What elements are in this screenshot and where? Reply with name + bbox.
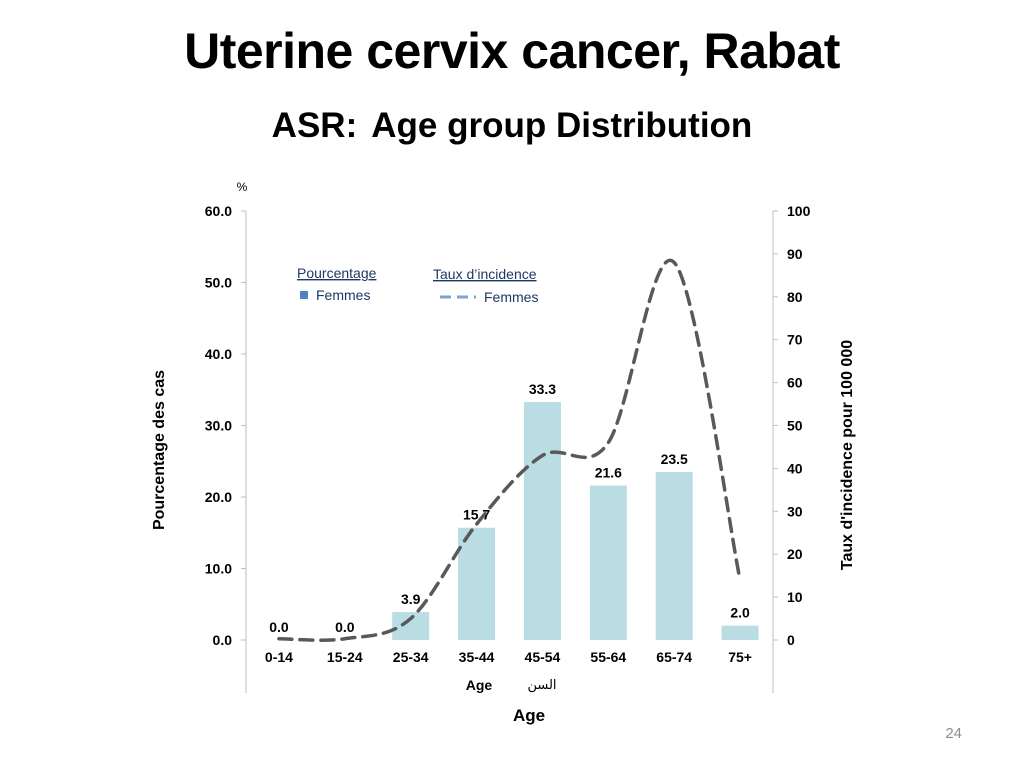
right-tick-label: 20 xyxy=(787,546,803,562)
bar-45-54 xyxy=(523,401,561,640)
bar-35-44 xyxy=(458,527,496,640)
right-tick-label: 80 xyxy=(787,289,803,305)
right-tick-label: 90 xyxy=(787,246,803,262)
x-sub-label-arabic: السن xyxy=(527,678,556,693)
legend-bar-swatch xyxy=(300,291,308,299)
legend-line-header: Taux d’incidence xyxy=(433,266,537,282)
x-tick-label: 25-34 xyxy=(393,649,429,665)
bar-value-label: 2.0 xyxy=(730,605,750,621)
x-tick-label: 35-44 xyxy=(459,649,495,665)
x-axis-title: Age xyxy=(513,706,545,725)
x-tick-label: 65-74 xyxy=(656,649,692,665)
bar-value-label: 33.3 xyxy=(529,381,556,397)
bar-value-label: 0.0 xyxy=(335,619,355,635)
legend-bar-entry: Femmes xyxy=(316,287,370,303)
bar-value-label: 3.9 xyxy=(401,591,421,607)
bar-value-label: 15.7 xyxy=(463,507,490,523)
left-tick-label: 60.0 xyxy=(205,203,232,219)
left-tick-label: 50.0 xyxy=(205,275,232,291)
left-tick-label: 0.0 xyxy=(213,632,233,648)
left-tick-label: 30.0 xyxy=(205,418,232,434)
left-axis-title: Pourcentage des cas xyxy=(151,370,168,530)
bar-65-74 xyxy=(655,471,693,640)
right-tick-label: 70 xyxy=(787,332,803,348)
legend-line-entry: Femmes xyxy=(484,289,538,305)
bar-value-label: 21.6 xyxy=(595,465,622,481)
right-tick-label: 100 xyxy=(787,203,811,219)
x-tick-label: 45-54 xyxy=(525,649,561,665)
right-tick-label: 50 xyxy=(787,418,803,434)
right-axis-title: Taux d'incidence pour 100 000 xyxy=(839,340,856,570)
bar-75+ xyxy=(721,625,759,640)
right-tick-label: 0 xyxy=(787,632,795,648)
left-axis-unit-label: % xyxy=(237,180,248,194)
slide-title: Uterine cervix cancer, Rabat xyxy=(184,23,840,79)
x-tick-label: 15-24 xyxy=(327,649,363,665)
incidence-line xyxy=(277,258,742,642)
left-tick-label: 40.0 xyxy=(205,346,232,362)
legend-bar-header: Pourcentage xyxy=(297,265,377,281)
right-tick-label: 30 xyxy=(787,503,803,519)
x-sub-label-latin: Age xyxy=(466,677,493,693)
right-tick-label: 10 xyxy=(787,589,803,605)
right-tick-label: 60 xyxy=(787,375,803,391)
right-tick-label: 40 xyxy=(787,460,803,476)
bar-value-label: 0.0 xyxy=(269,619,289,635)
subtitle-prefix: ASR: xyxy=(271,106,358,145)
slide-subtitle: ASR: Age group Distribution xyxy=(0,106,1024,146)
x-tick-label: 55-64 xyxy=(590,649,626,665)
left-tick-label: 10.0 xyxy=(205,561,232,577)
x-tick-label: 0-14 xyxy=(265,649,293,665)
bar-55-64 xyxy=(589,485,627,640)
x-tick-label: 75+ xyxy=(728,649,752,665)
bar-value-label: 23.5 xyxy=(661,451,688,467)
page-number: 24 xyxy=(945,725,962,742)
subtitle-main: Age group Distribution xyxy=(371,106,753,145)
left-tick-label: 20.0 xyxy=(205,489,232,505)
